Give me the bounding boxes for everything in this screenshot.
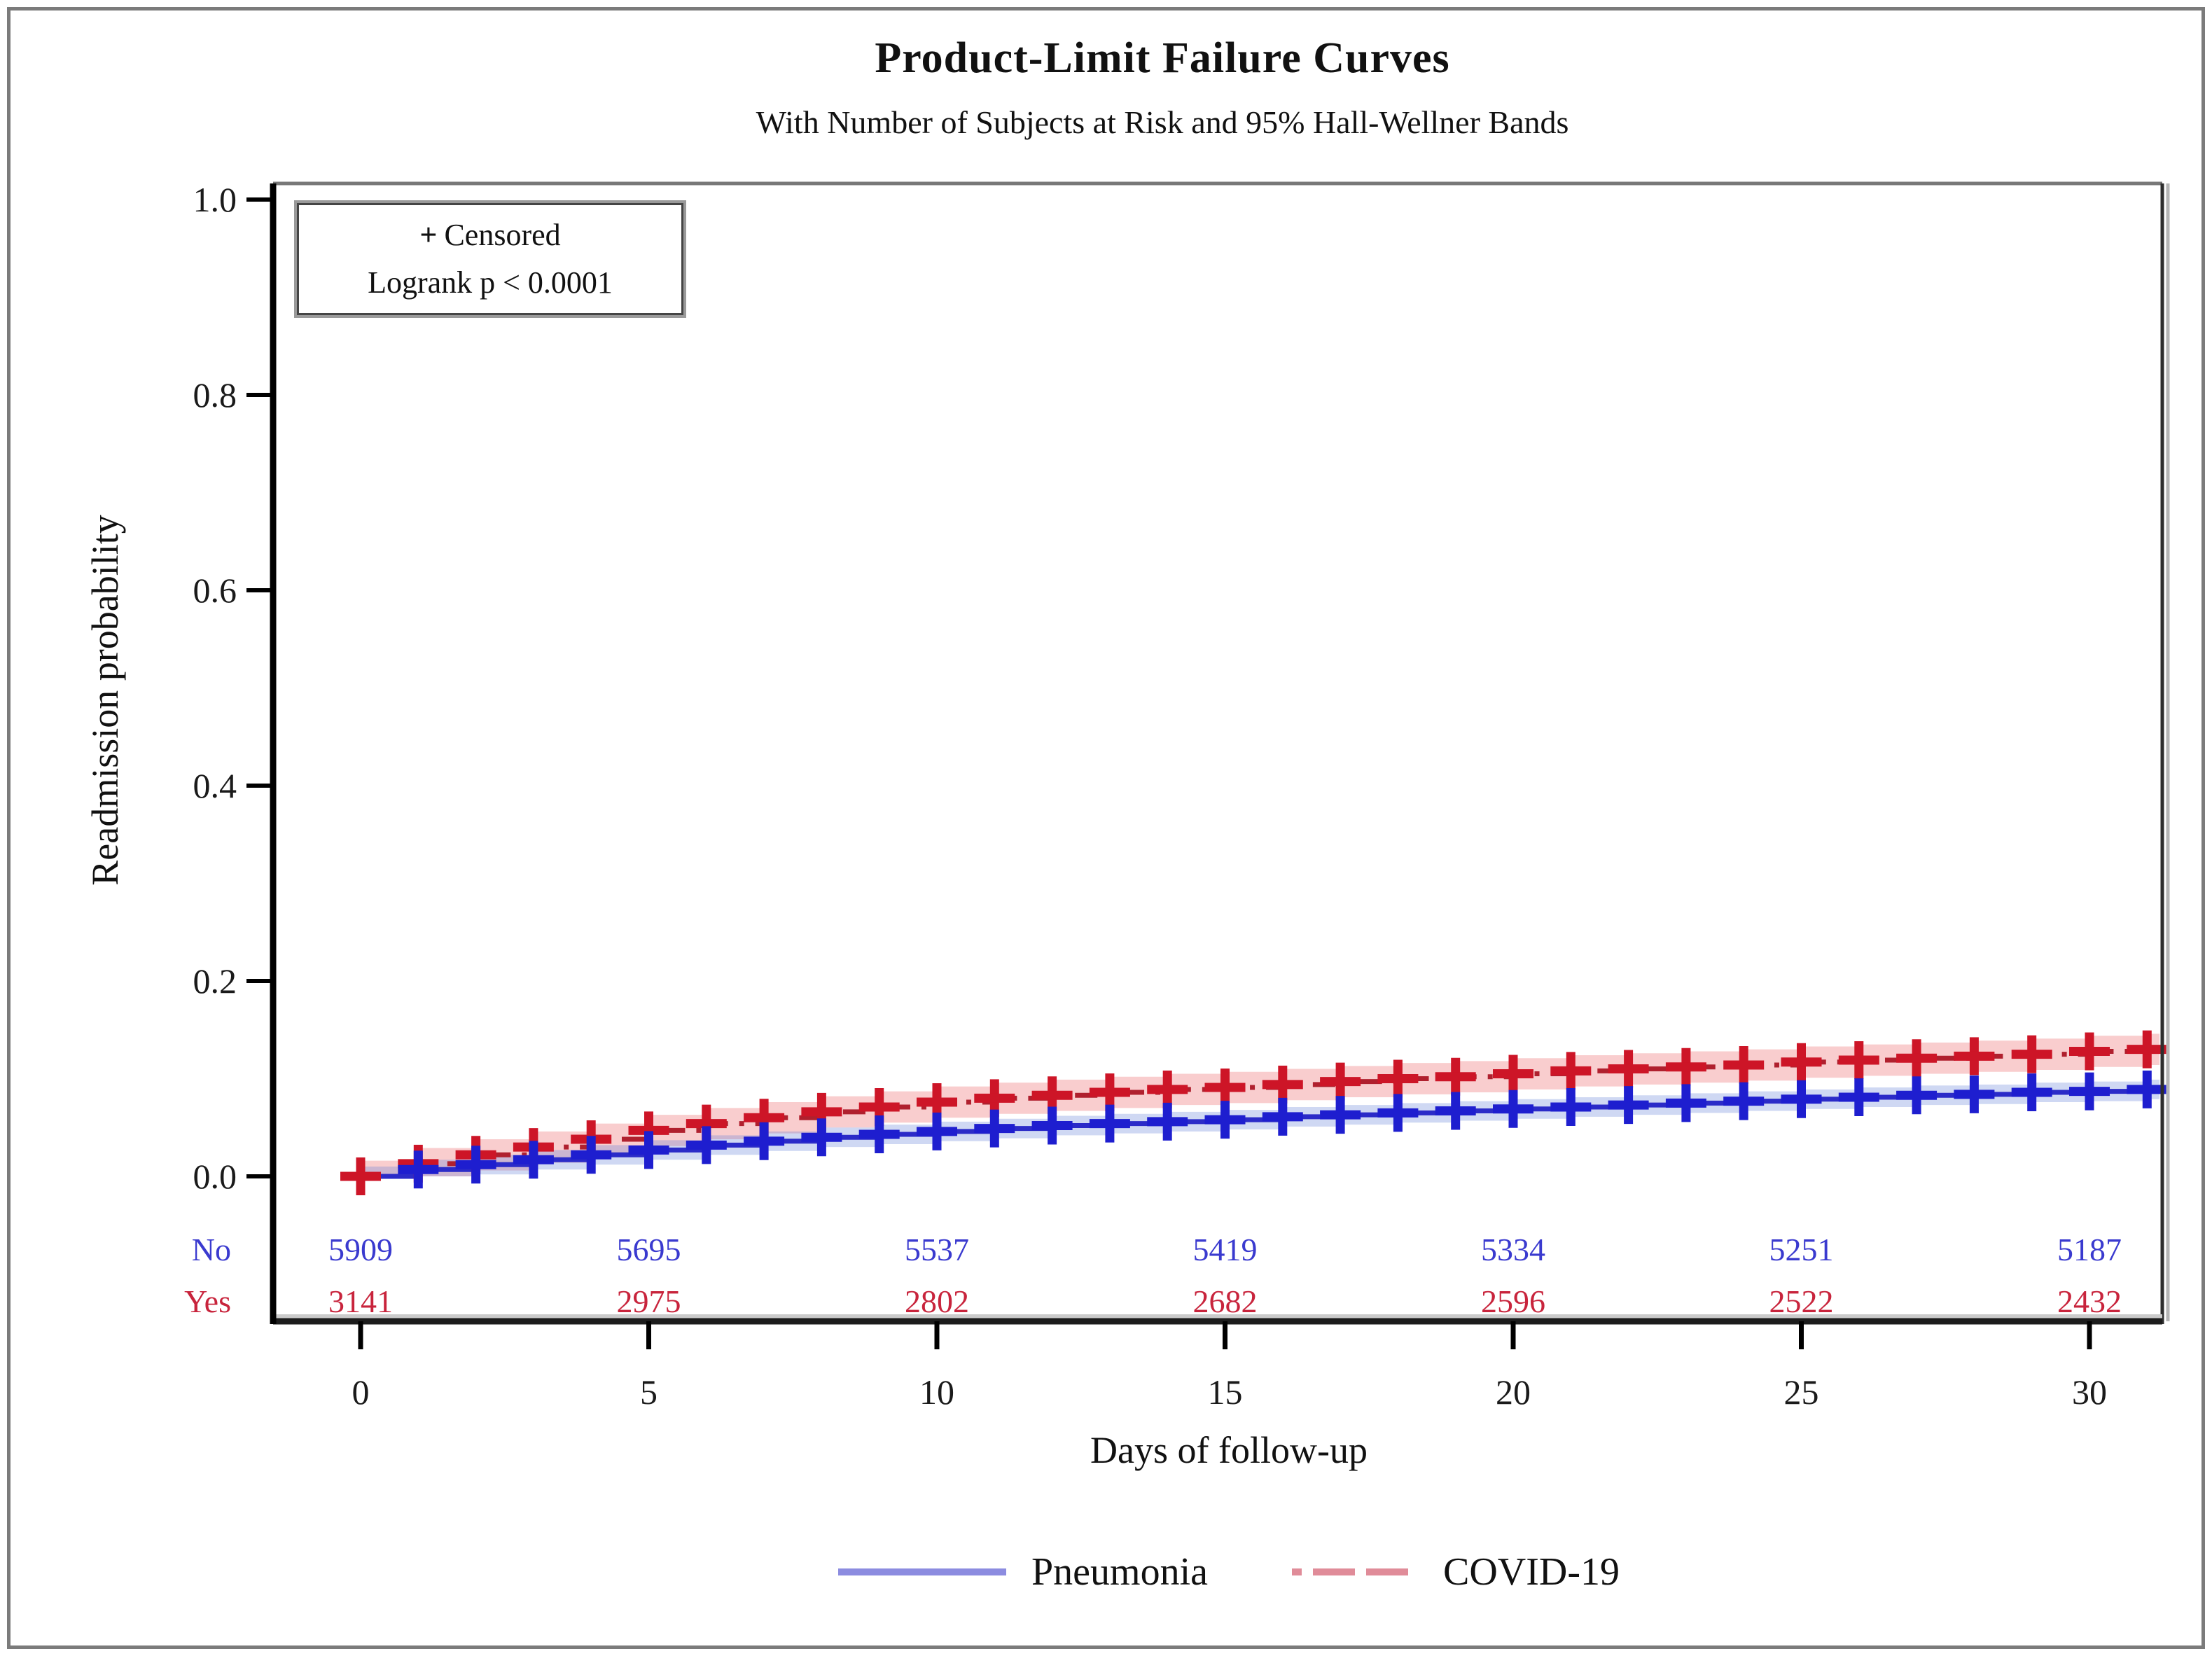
at-risk-count: 2432 bbox=[2057, 1283, 2122, 1319]
x-axis-title: Days of follow-up bbox=[1090, 1429, 1368, 1471]
at-risk-count: 5695 bbox=[617, 1232, 681, 1267]
inset-legend-box: + Censored Logrank p < 0.0001 bbox=[294, 200, 686, 318]
at-risk-count: 2522 bbox=[1769, 1283, 1834, 1319]
x-axis-tick-label: 5 bbox=[640, 1372, 658, 1412]
at-risk-count: 5419 bbox=[1193, 1232, 1258, 1267]
y-axis-tick-label: 1.0 bbox=[193, 180, 237, 219]
at-risk-count: 2975 bbox=[617, 1283, 681, 1319]
x-axis-tick-label: 20 bbox=[1496, 1372, 1531, 1412]
x-axis-tick-label: 0 bbox=[352, 1372, 370, 1412]
y-axis-tick-label: 0.8 bbox=[193, 375, 237, 415]
x-axis-tick-label: 15 bbox=[1208, 1372, 1243, 1412]
bottom-legend: Pneumonia COVID-19 bbox=[109, 1530, 2212, 1614]
logrank-p-value: Logrank p < 0.0001 bbox=[368, 265, 613, 300]
y-axis-tick-label: 0.0 bbox=[193, 1157, 237, 1196]
censored-label: Censored bbox=[444, 217, 561, 252]
at-risk-count: 2802 bbox=[905, 1283, 969, 1319]
at-risk-count: 2682 bbox=[1193, 1283, 1258, 1319]
y-axis-tick-label: 0.6 bbox=[193, 571, 237, 610]
y-axis-title: Readmission probability bbox=[84, 515, 126, 886]
at-risk-count: 5334 bbox=[1481, 1232, 1545, 1267]
chart-title: Product-Limit Failure Curves bbox=[875, 34, 1450, 82]
at-risk-row-label-no: No bbox=[192, 1232, 231, 1267]
at-risk-count: 5537 bbox=[905, 1232, 969, 1267]
dash-dot-line-swatch-icon bbox=[1292, 1568, 1418, 1575]
y-axis-tick-label: 0.2 bbox=[193, 961, 237, 1001]
x-axis-tick-label: 30 bbox=[2072, 1372, 2107, 1412]
chart-subtitle: With Number of Subjects at Risk and 95% … bbox=[756, 104, 1569, 140]
at-risk-count: 2596 bbox=[1481, 1283, 1545, 1319]
legend-label-covid19: COVID-19 bbox=[1443, 1550, 1620, 1594]
x-axis-tick-label: 25 bbox=[1784, 1372, 1819, 1412]
y-axis-tick-label: 0.4 bbox=[193, 766, 237, 805]
solid-line-swatch-icon bbox=[838, 1568, 1007, 1575]
at-risk-row-label-yes: Yes bbox=[184, 1283, 231, 1319]
at-risk-count: 5909 bbox=[328, 1232, 393, 1267]
legend-item-covid19: COVID-19 bbox=[1292, 1550, 1620, 1594]
at-risk-count: 5251 bbox=[1769, 1232, 1834, 1267]
at-risk-count: 5187 bbox=[2057, 1232, 2122, 1267]
x-axis-tick-label: 10 bbox=[919, 1372, 954, 1412]
legend-item-pneumonia: Pneumonia bbox=[838, 1550, 1208, 1594]
censored-legend-line: + Censored bbox=[419, 211, 560, 259]
legend-label-pneumonia: Pneumonia bbox=[1031, 1550, 1208, 1594]
censor-plus-icon: + bbox=[419, 217, 438, 252]
at-risk-count: 3141 bbox=[328, 1283, 393, 1319]
